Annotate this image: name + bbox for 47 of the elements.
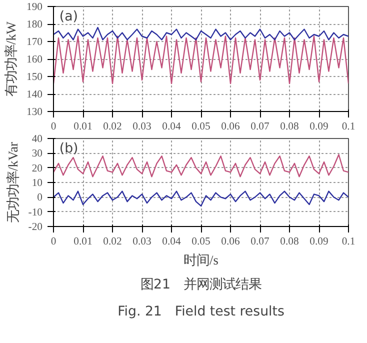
x-tick-label: 0.07 (250, 236, 270, 248)
y-tick-label: 10 (32, 178, 42, 189)
y-tick-label: 190 (26, 2, 42, 13)
x-tick-label: 0.04 (162, 236, 182, 248)
x-tick-label: 0.01 (74, 122, 92, 132)
line-series (54, 154, 348, 178)
x-tick-label: 0.08 (280, 122, 299, 132)
line-series (54, 26, 348, 40)
y-axis-title: 无功功率/kVar (5, 142, 20, 223)
y-tick-label: 30 (32, 148, 42, 160)
y-tick-label: 160 (26, 54, 42, 66)
y-tick-label: 20 (32, 163, 42, 174)
y-tick-label: 130 (26, 107, 42, 118)
x-tick-label: 0.02 (103, 236, 122, 248)
y-tick-label: 140 (26, 90, 42, 100)
annotation: (b) (59, 142, 78, 156)
y-tick-label: 180 (26, 20, 42, 30)
x-tick-label: 0.04 (162, 122, 182, 132)
x-tick-label: 0.05 (192, 122, 210, 132)
y-tick-label: 170 (26, 37, 42, 48)
x-tick-label: 0 (50, 236, 56, 248)
x-tick-label: 0.09 (310, 122, 328, 132)
line-series (54, 190, 348, 207)
y-tick-label: 0 (37, 192, 42, 204)
x-tick-label: 0.01 (74, 236, 92, 248)
x-tick-label: 0.1 (342, 122, 356, 132)
x-axis-title: 时间/s (184, 252, 218, 268)
caption: Fig. 21 Field test results (118, 304, 284, 320)
y-tick-label: 40 (32, 134, 42, 145)
line-series (54, 36, 348, 84)
y-tick-label: -10 (28, 207, 43, 218)
x-tick-label: 0.02 (103, 122, 122, 132)
y-tick-label: 150 (26, 72, 42, 83)
y-tick-label: -20 (28, 222, 43, 233)
x-tick-label: 0.1 (342, 236, 356, 248)
x-tick-label: 0.08 (280, 236, 299, 248)
x-tick-label: 0 (50, 122, 56, 132)
x-tick-label: 0.03 (132, 236, 152, 248)
x-tick-label: 0.09 (310, 236, 328, 248)
caption: 图21 并网测试结果 (140, 278, 262, 292)
x-tick-label: 0.06 (221, 122, 240, 132)
x-tick-label: 0.07 (250, 122, 270, 132)
x-tick-label: 0.05 (192, 236, 210, 248)
annotation: (a) (59, 10, 78, 24)
x-tick-label: 0.06 (221, 236, 240, 248)
y-axis-title: 有功功率/kW (4, 21, 19, 96)
x-tick-label: 0.03 (132, 122, 152, 132)
